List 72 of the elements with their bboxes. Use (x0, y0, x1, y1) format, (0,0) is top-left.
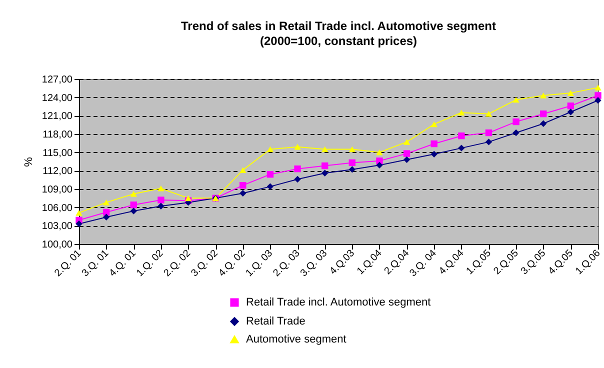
point (184, 195, 192, 202)
point (512, 118, 520, 126)
chart-title: Trend of sales in Retail Trade incl. Automotive segment (181, 19, 496, 33)
point (240, 182, 246, 189)
point (130, 190, 137, 197)
point (266, 183, 274, 190)
point (130, 202, 137, 208)
point (376, 162, 383, 169)
point (485, 138, 492, 146)
y-tick-label: 124,00 (42, 92, 73, 104)
point (567, 90, 574, 96)
chart-subtitle: (2000=100, constant prices) (260, 34, 418, 48)
y-tick-label: 109,00 (42, 184, 73, 196)
point (294, 165, 301, 172)
point (512, 129, 520, 136)
point (540, 92, 547, 98)
point (76, 210, 82, 216)
point (348, 166, 356, 173)
point (240, 190, 246, 197)
point (158, 185, 164, 192)
point (567, 108, 574, 116)
point (158, 196, 164, 204)
x-tick-label: 3.Q. 02 (189, 248, 221, 279)
point (158, 202, 164, 210)
x-tick-label: 3.Q. 04 (408, 248, 440, 279)
point (540, 110, 547, 118)
y-tick-label: 118,00 (42, 130, 73, 140)
point (376, 149, 383, 156)
point (76, 220, 82, 228)
legend-label: Retail Trade incl. Automotive segment (246, 296, 431, 308)
legend-label: Automotive segment (246, 334, 346, 346)
point (130, 208, 137, 214)
point (485, 129, 492, 136)
y-tick-label: 103,00 (42, 221, 73, 232)
point (458, 132, 465, 140)
legend-label: Retail Trade (246, 316, 306, 328)
y-tick-label: 112,00 (42, 166, 73, 178)
point (567, 102, 574, 110)
point (512, 96, 520, 103)
point (485, 110, 492, 117)
y-axis-title: % (22, 156, 35, 167)
y-tick-label: 121,00 (42, 111, 73, 122)
point (266, 170, 274, 178)
point (321, 170, 328, 176)
point (321, 146, 328, 152)
point (294, 176, 301, 183)
point (266, 146, 274, 152)
y-tick-label: 127,00 (42, 74, 73, 86)
point (102, 200, 110, 206)
x-tick-label: 3.Q. 03 (298, 248, 330, 279)
point (102, 214, 110, 220)
point (430, 140, 438, 148)
point (430, 121, 438, 128)
point (403, 150, 410, 157)
point (458, 144, 465, 152)
point (403, 156, 410, 164)
point (594, 97, 602, 104)
point (348, 146, 356, 152)
point (403, 139, 410, 145)
point (594, 84, 602, 90)
point (458, 110, 465, 116)
x-tick-label: 3.Q. 01 (80, 248, 112, 279)
point (348, 159, 356, 166)
point (294, 144, 301, 150)
point (321, 162, 328, 170)
point (540, 120, 547, 127)
y-tick-label: 106,00 (42, 202, 73, 214)
point (240, 167, 246, 173)
point (430, 150, 438, 158)
point (594, 92, 602, 99)
y-tick-label: 100,00 (42, 240, 73, 250)
y-tick-label: 115,00 (42, 148, 73, 159)
